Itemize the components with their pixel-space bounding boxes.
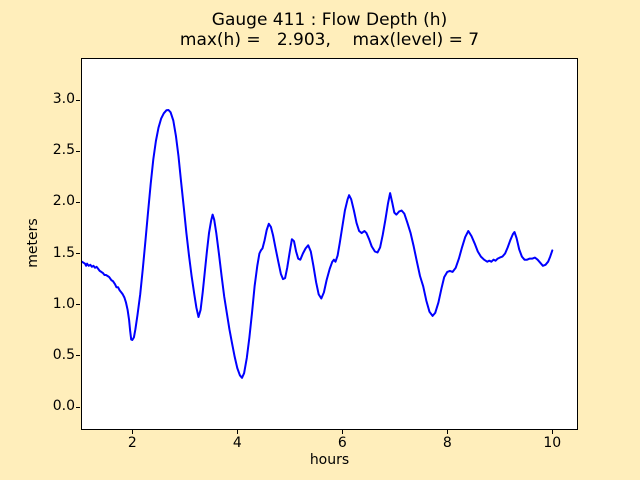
y-tick-mark xyxy=(76,406,80,408)
y-tick-mark xyxy=(76,304,80,306)
y-tick-label: 2.5 xyxy=(52,142,75,159)
y-tick-mark xyxy=(76,99,80,101)
plot-area xyxy=(81,58,578,430)
x-tick-mark xyxy=(131,430,133,434)
y-tick-mark xyxy=(76,253,80,255)
x-tick-label: 8 xyxy=(442,435,452,451)
chart-subtitle: max(h) = 2.903, max(level) = 7 xyxy=(179,30,480,50)
y-axis-label: meters xyxy=(25,218,41,268)
y-tick-label: 1.5 xyxy=(52,244,75,261)
y-tick-label: 0.0 xyxy=(52,398,75,414)
x-tick-label: 6 xyxy=(337,435,347,451)
plot-svg xyxy=(82,109,554,379)
flow-depth-line xyxy=(82,109,554,379)
x-tick-mark xyxy=(341,430,343,434)
x-tick-mark xyxy=(551,430,553,434)
x-tick-label: 4 xyxy=(232,435,242,451)
y-tick-mark xyxy=(76,150,80,152)
y-tick-mark xyxy=(76,355,80,357)
x-axis-label: hours xyxy=(309,452,350,468)
y-tick-label: 2.0 xyxy=(52,193,75,210)
x-tick-mark xyxy=(446,430,448,434)
chart-title: Gauge 411 : Flow Depth (h) xyxy=(211,10,448,30)
y-tick-mark xyxy=(76,201,80,203)
y-tick-label: 0.5 xyxy=(52,346,75,363)
x-tick-label: 10 xyxy=(543,435,562,451)
x-tick-mark xyxy=(236,430,238,434)
y-tick-label: 3.0 xyxy=(52,91,75,108)
y-tick-label: 1.0 xyxy=(52,295,75,312)
x-tick-label: 2 xyxy=(127,435,137,451)
